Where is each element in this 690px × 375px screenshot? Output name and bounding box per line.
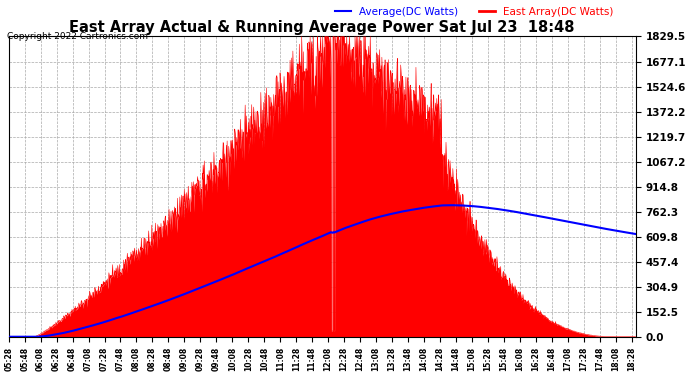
Title: East Array Actual & Running Average Power Sat Jul 23  18:48: East Array Actual & Running Average Powe… [70,20,575,35]
Text: Copyright 2022 Cartronics.com: Copyright 2022 Cartronics.com [7,32,148,41]
Legend: Average(DC Watts), East Array(DC Watts): Average(DC Watts), East Array(DC Watts) [331,3,618,21]
